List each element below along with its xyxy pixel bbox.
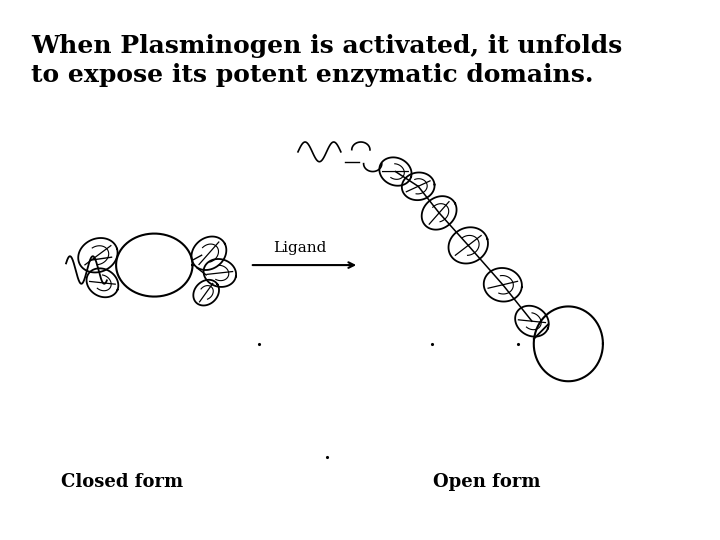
Text: Ligand: Ligand <box>273 241 327 255</box>
Text: When Plasminogen is activated, it unfolds
to expose its potent enzymatic domains: When Plasminogen is activated, it unfold… <box>32 33 623 87</box>
Text: Open form: Open form <box>433 472 540 491</box>
Text: Closed form: Closed form <box>61 472 184 491</box>
